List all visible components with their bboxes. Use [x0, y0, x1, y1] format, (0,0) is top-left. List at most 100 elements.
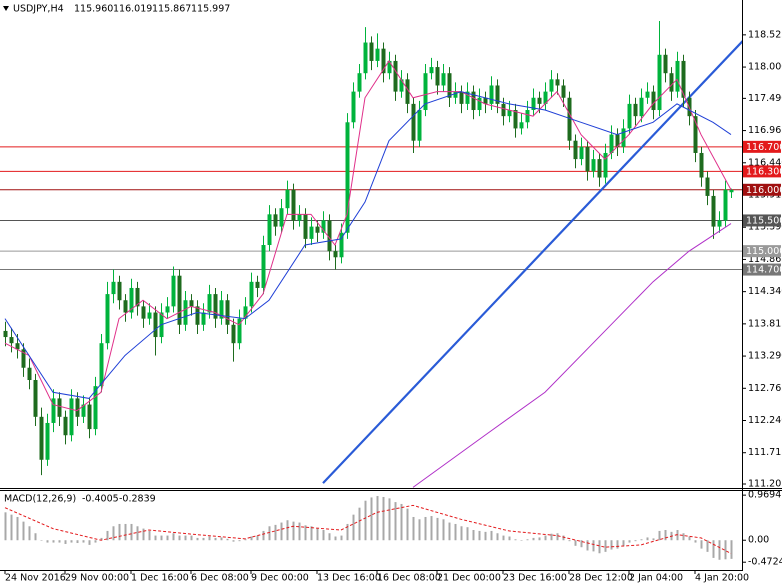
candle-body [429, 67, 434, 74]
candle-body [303, 214, 308, 239]
candle-body [375, 48, 380, 61]
candle-body [633, 103, 638, 117]
candle-body [75, 398, 80, 417]
candle-body [513, 110, 518, 129]
macd-bar [4, 512, 7, 541]
candle-body [591, 159, 596, 172]
candle-body [603, 152, 608, 178]
macd-bar [472, 530, 475, 541]
x-tick-label: 28 Dec 12:00 [569, 573, 633, 584]
macd-bar [616, 540, 619, 549]
macd-bar [688, 536, 691, 541]
candle-body [453, 91, 458, 98]
candle-body [255, 281, 260, 288]
macd-bar [262, 530, 265, 541]
candle-body [237, 318, 242, 344]
macd-bar [418, 519, 421, 541]
macd-bar [550, 533, 553, 541]
candle-body [609, 134, 614, 153]
candle-body [405, 79, 410, 104]
candle-body [333, 251, 338, 258]
macd-bar [484, 531, 487, 541]
candle-body [171, 275, 176, 307]
candle-body [81, 404, 86, 417]
macd-bar [304, 525, 307, 541]
candle-body [519, 122, 524, 129]
x-tick-label: 13 Dec 16:00 [317, 573, 381, 584]
x-tick-label: 6 Dec 08:00 [191, 573, 249, 584]
candle-body [231, 324, 236, 344]
candle-body [321, 220, 326, 233]
candle-body [225, 300, 230, 325]
candle-body [117, 281, 122, 301]
level-label-box [743, 165, 781, 178]
y-tick-label: 118.000 [748, 62, 782, 73]
macd-bar [538, 537, 541, 541]
macd-y-tick-label: 0.00 [748, 535, 769, 546]
candle-body [165, 306, 170, 313]
macd-bar [490, 530, 493, 541]
macd-bar [238, 540, 241, 542]
candle-body [639, 97, 644, 117]
candle-body [105, 294, 110, 344]
macd-bar [370, 497, 373, 541]
x-tick-label: 4 Jan 20:00 [695, 573, 749, 584]
macd-bar [478, 530, 481, 541]
candle-body [495, 85, 500, 104]
macd-bar [712, 540, 715, 558]
level-label: 114.700 [746, 265, 782, 276]
y-tick-label: 114.865 [748, 254, 782, 265]
candle-body [45, 422, 50, 460]
macd-bar [142, 528, 145, 541]
macd-bar [628, 540, 631, 543]
candle-body [339, 232, 344, 258]
candle-body [675, 60, 680, 92]
candle-body [699, 152, 704, 178]
level-label-box [743, 263, 781, 276]
y-tick-label: 113.815 [748, 318, 782, 329]
macd-bar [604, 540, 607, 552]
candle-body [663, 54, 668, 74]
moving-average [412, 223, 732, 488]
macd-bar [58, 540, 61, 543]
candle-body [219, 300, 224, 319]
macd-bar [640, 539, 643, 541]
candle-body [147, 312, 152, 319]
y-tick-label: 113.290 [748, 351, 782, 362]
level-label: 116.700 [746, 142, 782, 153]
macd-bar [526, 539, 529, 541]
candle-body [549, 79, 554, 92]
candle-body [681, 60, 686, 98]
candle-body [615, 134, 620, 147]
macd-bar [700, 540, 703, 549]
candle-body [141, 306, 146, 319]
macd-bar [400, 503, 403, 541]
candle-body [363, 42, 368, 74]
macd-bar [358, 507, 361, 541]
candle-body [243, 306, 248, 319]
candle-body [627, 103, 632, 129]
macd-bar [364, 500, 367, 541]
candle-body [129, 287, 134, 313]
candle-body [399, 79, 404, 92]
macd-bar [178, 535, 181, 541]
candle-body [327, 220, 332, 252]
macd-bar [610, 540, 613, 550]
candle-body [531, 97, 536, 111]
candle-body [543, 91, 548, 104]
macd-bar [100, 537, 103, 541]
candle-body [717, 220, 722, 227]
menu-arrow [3, 6, 9, 11]
candle-body [285, 189, 290, 209]
macd-bar [64, 540, 67, 544]
macd-bar [682, 533, 685, 541]
y-tick-label: 116.965 [748, 125, 782, 136]
candle-body [447, 73, 452, 98]
macd-bar [94, 540, 97, 543]
x-tick-label: 29 Nov 00:00 [65, 573, 129, 584]
candle-body [471, 91, 476, 111]
macd-bar [586, 540, 589, 551]
level-label: 115.000 [746, 246, 782, 257]
candle-body [345, 122, 350, 233]
